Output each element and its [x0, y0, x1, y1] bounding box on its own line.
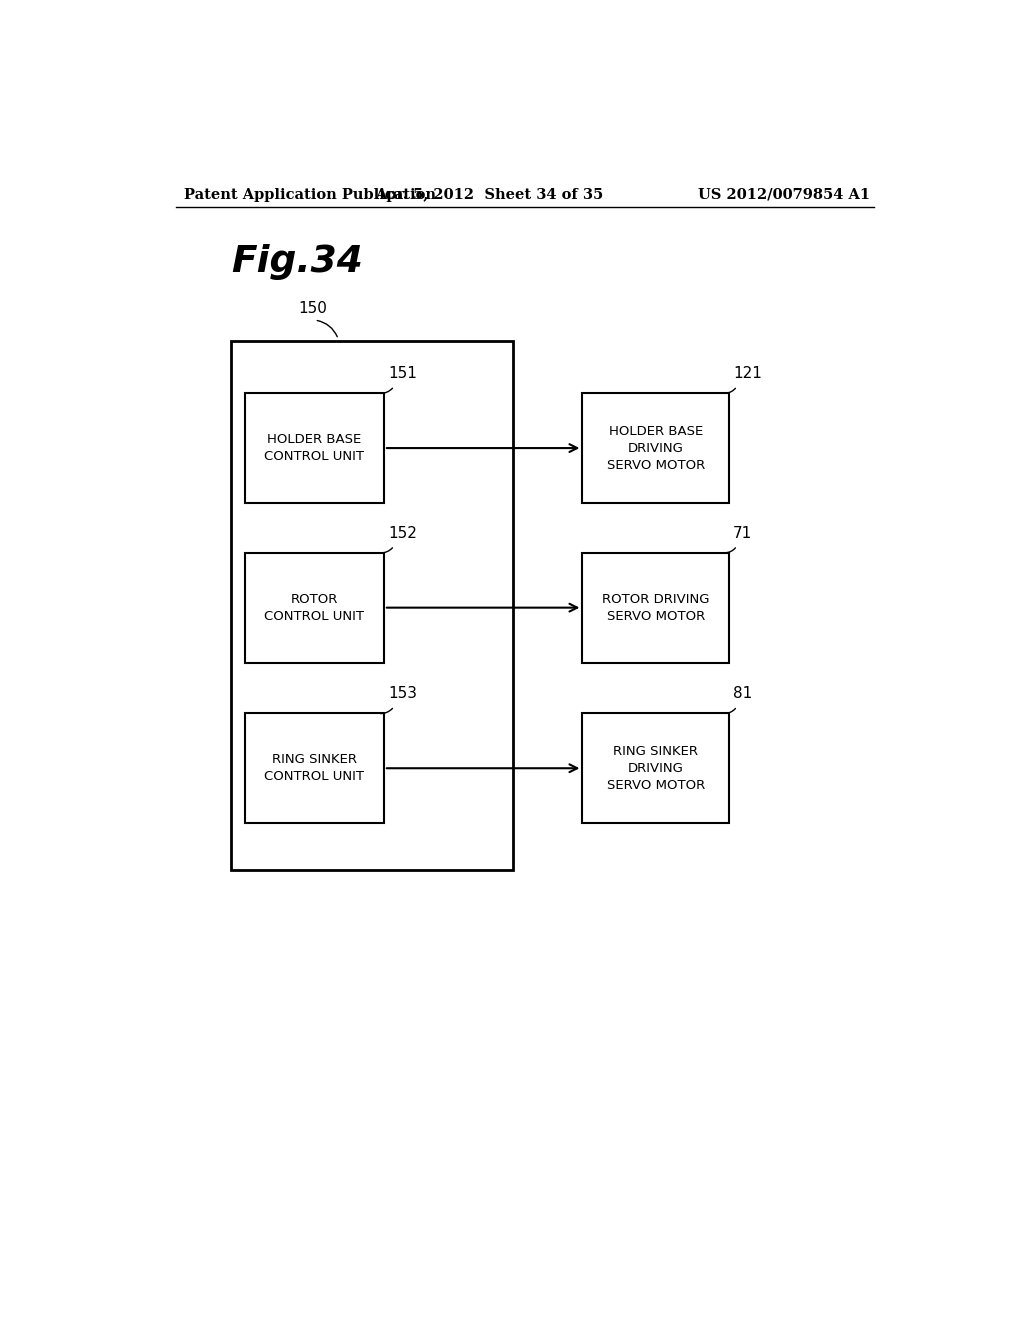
Text: HOLDER BASE
CONTROL UNIT: HOLDER BASE CONTROL UNIT	[264, 433, 365, 463]
Text: HOLDER BASE
DRIVING
SERVO MOTOR: HOLDER BASE DRIVING SERVO MOTOR	[606, 425, 705, 471]
Text: 152: 152	[388, 525, 417, 541]
Bar	[245, 393, 384, 503]
Text: Fig.34: Fig.34	[231, 244, 364, 280]
Text: RING SINKER
DRIVING
SERVO MOTOR: RING SINKER DRIVING SERVO MOTOR	[606, 744, 705, 792]
Text: ROTOR
CONTROL UNIT: ROTOR CONTROL UNIT	[264, 593, 365, 623]
Bar	[231, 342, 513, 870]
Text: ROTOR DRIVING
SERVO MOTOR: ROTOR DRIVING SERVO MOTOR	[602, 593, 710, 623]
Bar	[583, 553, 729, 663]
Bar	[245, 553, 384, 663]
Bar	[583, 393, 729, 503]
Text: 121: 121	[733, 366, 762, 381]
Text: Patent Application Publication: Patent Application Publication	[183, 187, 435, 202]
Text: 151: 151	[388, 366, 417, 381]
Text: RING SINKER
CONTROL UNIT: RING SINKER CONTROL UNIT	[264, 754, 365, 783]
Text: Apr. 5, 2012  Sheet 34 of 35: Apr. 5, 2012 Sheet 34 of 35	[375, 187, 603, 202]
Bar	[245, 713, 384, 824]
Text: 81: 81	[733, 686, 753, 701]
Text: 153: 153	[388, 686, 417, 701]
Text: 150: 150	[299, 301, 328, 315]
Text: 71: 71	[733, 525, 753, 541]
Bar	[583, 713, 729, 824]
Text: US 2012/0079854 A1: US 2012/0079854 A1	[698, 187, 870, 202]
